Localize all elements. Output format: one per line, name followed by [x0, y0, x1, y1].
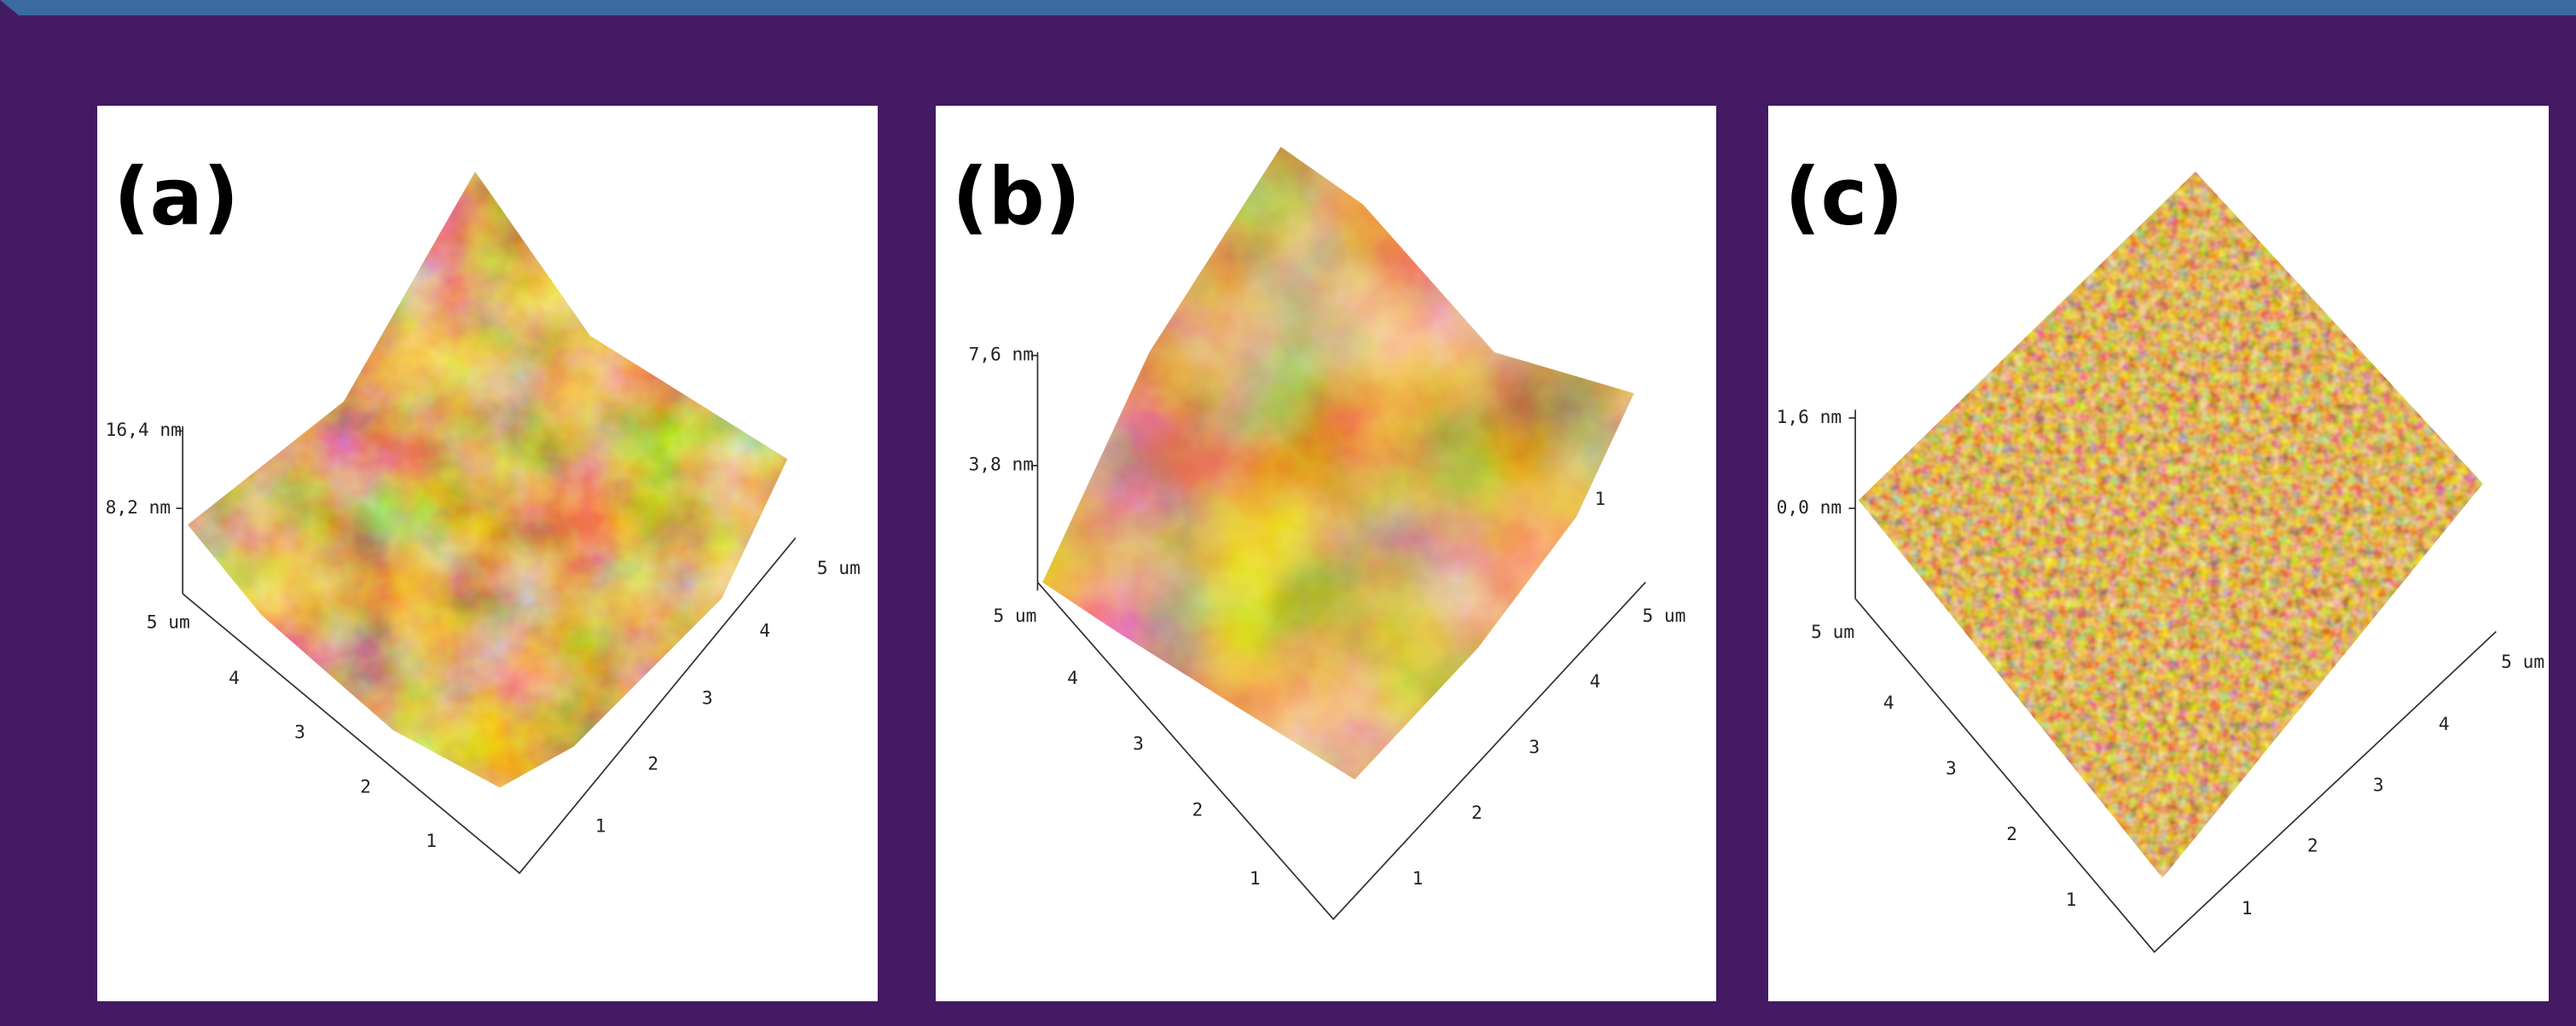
axis-label: 5 um — [817, 557, 861, 578]
z-label: 8,2 nm — [106, 496, 171, 518]
panel: (c) 1,6 nm 0,0 nm 5 um 4 3 2 1 1 2 3 4 5 um — [1768, 106, 2549, 1001]
axis-label: 5 um — [993, 605, 1036, 626]
axis-label: 4 — [1883, 692, 1894, 713]
z-label: 7,6 nm — [969, 344, 1035, 365]
axis-label: 4 — [2439, 713, 2450, 734]
axis-label: 1 — [1250, 867, 1261, 889]
axis-label: 2 — [2006, 823, 2017, 844]
axis-label: 3 — [1529, 736, 1540, 757]
axis-label: 2 — [360, 775, 371, 797]
axis-label: 3 — [1946, 757, 1957, 779]
axis-label: 1 — [426, 830, 437, 851]
afm-image: (a) 16,4 nm 8,2 nm 5 um 4 3 2 1 1 2 3 4 5 um — [97, 106, 878, 1001]
axis-label: 1 — [1594, 488, 1605, 509]
axis-label: 5 um — [2501, 651, 2544, 672]
axis-label: 1 — [2066, 889, 2077, 910]
axis-label: 2 — [1192, 798, 1204, 820]
figure: (a) 16,4 nm 8,2 nm 5 um 4 3 2 1 1 2 3 4 5 um (b) 7,6 … — [0, 0, 2576, 1026]
afm-image: (b) 7,6 nm 3,8 nm 5 um 4 3 2 1 1 2 3 4 5 um 1 — [936, 106, 1716, 1001]
afm-image: (c) 1,6 nm 0,0 nm 5 um 4 3 2 1 1 2 3 4 5 um — [1768, 106, 2549, 1001]
axis-label: 3 — [2373, 774, 2384, 795]
axis-label: 4 — [759, 619, 770, 641]
axis-label: 2 — [2307, 835, 2318, 856]
z-label: 0,0 nm — [1777, 496, 1842, 518]
axis-label: 2 — [1471, 802, 1482, 823]
axis-label: 1 — [1413, 867, 1424, 889]
z-label: 3,8 nm — [969, 454, 1035, 475]
z-label: 1,6 nm — [1777, 406, 1842, 427]
axis-label: 2 — [647, 752, 659, 774]
z-label: 16,4 nm — [106, 419, 182, 440]
axis-label: 4 — [229, 667, 240, 688]
axis-label: 3 — [294, 722, 305, 743]
axis-label: 4 — [1067, 667, 1078, 688]
axis-label: 5 um — [1642, 605, 1685, 626]
axis-label: 1 — [595, 815, 606, 837]
axis-label: 4 — [1590, 670, 1601, 692]
panel-label: (c) — [1784, 151, 1903, 243]
axis-label: 3 — [702, 687, 713, 708]
axis-label: 5 um — [1811, 621, 1854, 642]
panel-label: (b) — [952, 151, 1081, 243]
axis-label: 3 — [1133, 733, 1144, 754]
panel-label: (a) — [113, 151, 239, 243]
axis-label: 1 — [2242, 897, 2253, 919]
axis-label: 5 um — [147, 612, 190, 633]
panel: (b) 7,6 nm 3,8 nm 5 um 4 3 2 1 1 2 3 4 5 um 1 — [936, 106, 1716, 1001]
panel: (a) 16,4 nm 8,2 nm 5 um 4 3 2 1 1 2 3 4 5 um — [97, 106, 878, 1001]
